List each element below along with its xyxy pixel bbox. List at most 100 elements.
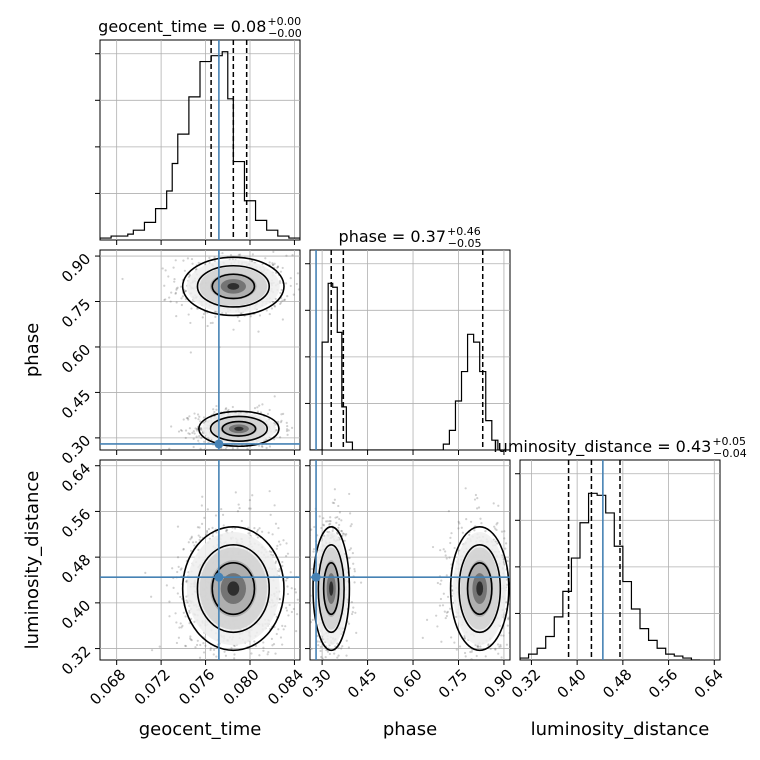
scatter-point bbox=[301, 532, 303, 534]
scatter-point bbox=[479, 665, 481, 667]
scatter-point bbox=[184, 289, 187, 293]
scatter-point bbox=[233, 657, 236, 660]
x-tick-label: 0.90 bbox=[480, 666, 516, 702]
scatter-point bbox=[285, 606, 288, 609]
scatter-point bbox=[350, 612, 354, 616]
scatter-point bbox=[310, 563, 311, 564]
scatter-point bbox=[507, 618, 510, 621]
scatter-point bbox=[158, 645, 161, 648]
contour-line bbox=[211, 562, 256, 616]
scatter-point bbox=[238, 253, 242, 256]
scatter-point bbox=[329, 520, 332, 523]
scatter-point bbox=[446, 595, 450, 599]
scatter-point bbox=[179, 285, 183, 288]
scatter-point bbox=[440, 665, 442, 667]
scatter-point bbox=[258, 404, 261, 407]
panel-title-luminosity_distance: luminosity_distance = 0.43+0.05 −0.04 bbox=[493, 435, 747, 460]
x-tick-label: 0.64 bbox=[691, 666, 727, 702]
scatter-point bbox=[334, 675, 336, 677]
title-main: geocent_time = 0.08 bbox=[98, 17, 266, 37]
scatter-point bbox=[336, 532, 339, 535]
scatter-point bbox=[299, 578, 300, 580]
scatter-point bbox=[331, 501, 334, 504]
scatter-point bbox=[307, 424, 309, 426]
scatter-point bbox=[275, 632, 278, 636]
scatter-point bbox=[202, 416, 206, 419]
scatter-point bbox=[227, 408, 230, 412]
scatter-point bbox=[445, 614, 448, 618]
density-level bbox=[329, 581, 334, 596]
contour-line bbox=[211, 273, 256, 300]
scatter-point bbox=[276, 544, 279, 547]
scatter-point bbox=[322, 524, 326, 527]
scatter-point bbox=[187, 432, 190, 435]
scatter-point bbox=[271, 263, 274, 266]
scatter-point bbox=[484, 655, 487, 658]
scatter-point bbox=[199, 447, 202, 450]
scatter-point bbox=[264, 257, 267, 260]
scatter-point bbox=[229, 245, 231, 247]
scatter-point bbox=[272, 250, 275, 254]
scatter-point bbox=[250, 652, 253, 655]
scatter-point bbox=[274, 652, 277, 655]
scatter-point bbox=[225, 530, 228, 533]
density-level bbox=[476, 581, 484, 596]
scatter-point bbox=[200, 504, 203, 507]
scatter-point bbox=[248, 507, 251, 510]
scatter-point bbox=[267, 456, 269, 458]
y-tick-label: 0.45 bbox=[58, 386, 94, 422]
scatter-point bbox=[487, 643, 490, 646]
scatter-point bbox=[259, 411, 263, 414]
scatter-point bbox=[190, 257, 194, 261]
scatter-point bbox=[274, 560, 278, 563]
scatter-point bbox=[461, 531, 464, 534]
scatter-point bbox=[480, 521, 483, 525]
scatter-point bbox=[278, 598, 282, 601]
scatter-point bbox=[333, 488, 336, 491]
scatter-point bbox=[198, 538, 201, 541]
scatter-point bbox=[184, 436, 187, 440]
scatter-point bbox=[196, 526, 200, 529]
scatter-point bbox=[496, 521, 499, 525]
scatter-point bbox=[177, 430, 181, 433]
scatter-point bbox=[193, 620, 196, 623]
scatter-point bbox=[195, 643, 199, 647]
scatter-point bbox=[251, 253, 254, 256]
scatter-point bbox=[226, 659, 229, 660]
scatter-point bbox=[277, 526, 280, 530]
scatter-point bbox=[198, 656, 202, 659]
scatter-point bbox=[353, 567, 356, 571]
scatter-point bbox=[201, 495, 204, 498]
scatter-point bbox=[496, 542, 499, 545]
scatter-point bbox=[449, 607, 452, 610]
scatter-point bbox=[247, 526, 250, 529]
scatter-point bbox=[264, 674, 266, 676]
scatter-point bbox=[176, 592, 179, 595]
scatter-point bbox=[256, 528, 260, 531]
scatter-point bbox=[261, 403, 264, 406]
scatter-point bbox=[176, 286, 179, 289]
contour-line bbox=[196, 264, 271, 308]
contour-line bbox=[458, 544, 502, 634]
scatter-point bbox=[497, 652, 500, 655]
y-axis-label-phase: phase bbox=[22, 323, 43, 377]
scatter-point bbox=[505, 643, 508, 646]
scatter-point bbox=[184, 580, 188, 583]
scatter-point bbox=[234, 449, 238, 450]
scatter-point bbox=[276, 265, 280, 269]
scatter-point bbox=[248, 498, 251, 502]
scatter-point bbox=[196, 639, 199, 642]
scatter-point bbox=[351, 610, 354, 614]
scatter-point bbox=[281, 624, 284, 627]
scatter-point bbox=[312, 550, 315, 553]
scatter-point bbox=[258, 654, 261, 657]
scatter-point bbox=[175, 621, 178, 624]
scatter-point bbox=[271, 644, 274, 647]
scatter-point bbox=[180, 297, 183, 300]
scatter-point bbox=[220, 666, 222, 668]
scatter-point bbox=[441, 670, 443, 672]
scatter-point bbox=[180, 626, 183, 629]
scatter-point bbox=[275, 615, 278, 619]
scatter-point bbox=[458, 522, 461, 525]
scatter-point bbox=[328, 520, 331, 523]
